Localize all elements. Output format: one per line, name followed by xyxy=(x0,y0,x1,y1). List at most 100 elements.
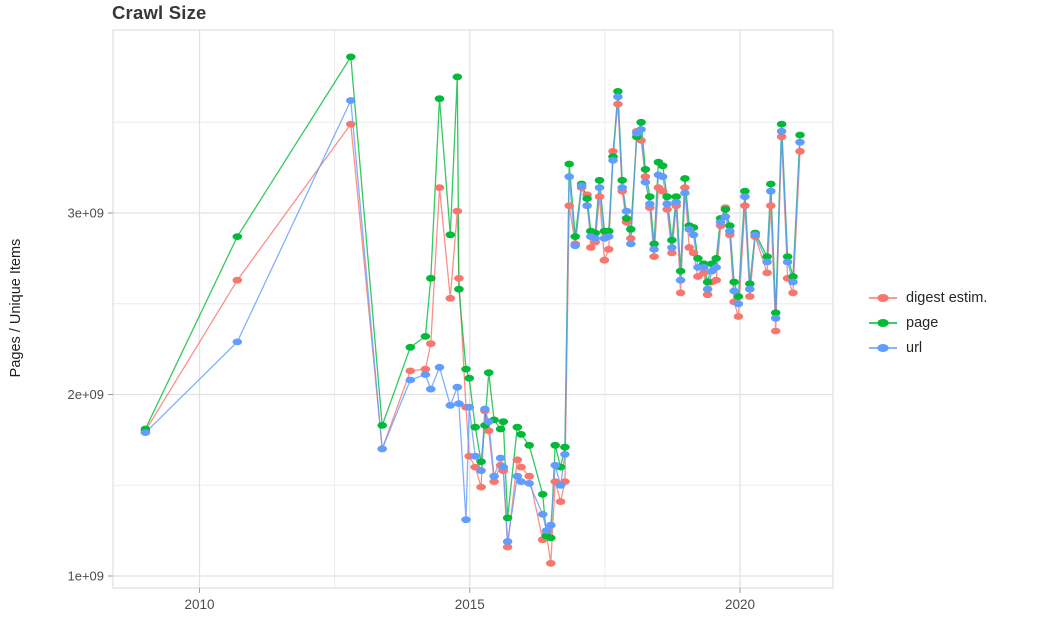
data-point xyxy=(420,371,431,378)
data-point xyxy=(232,276,243,284)
data-point xyxy=(608,157,618,164)
data-point xyxy=(560,443,570,451)
data-point xyxy=(516,478,526,485)
data-point xyxy=(582,195,592,202)
data-point xyxy=(671,193,681,201)
data-point xyxy=(524,472,534,480)
series-points-url xyxy=(140,93,805,545)
data-point xyxy=(680,175,690,182)
data-point xyxy=(426,274,436,282)
legend-label-digest-estim: digest estim. xyxy=(906,290,988,306)
data-point xyxy=(684,244,694,251)
data-point xyxy=(594,176,605,184)
data-point xyxy=(776,133,787,141)
data-point xyxy=(461,365,471,373)
data-point xyxy=(675,289,686,297)
data-point xyxy=(560,451,570,458)
data-point xyxy=(564,173,574,181)
data-point xyxy=(570,242,580,250)
data-point xyxy=(711,276,721,284)
data-point xyxy=(711,255,721,262)
data-point xyxy=(445,402,456,409)
data-point xyxy=(608,147,618,155)
data-point xyxy=(464,374,475,382)
data-point xyxy=(426,385,436,393)
data-point xyxy=(782,258,793,266)
legend-label-page: page xyxy=(906,315,939,331)
data-point xyxy=(626,225,636,233)
x-tick-label: 2020 xyxy=(725,597,755,612)
data-point xyxy=(675,267,686,275)
data-point xyxy=(770,327,781,335)
data-point xyxy=(702,278,713,286)
data-point xyxy=(662,193,672,201)
data-point xyxy=(420,333,431,340)
data-point xyxy=(452,73,463,81)
data-point xyxy=(346,53,356,61)
data-point xyxy=(232,338,243,346)
data-point xyxy=(645,193,655,201)
data-point xyxy=(636,126,646,133)
data-point xyxy=(502,543,513,551)
data-point xyxy=(688,249,699,257)
data-point xyxy=(426,340,436,348)
data-point xyxy=(476,458,486,466)
data-point xyxy=(454,400,464,407)
data-point xyxy=(346,120,356,128)
data-point xyxy=(720,213,731,221)
data-point xyxy=(470,452,481,460)
data-point xyxy=(586,244,596,251)
data-point xyxy=(461,516,471,524)
data-point xyxy=(649,240,659,248)
data-point xyxy=(377,422,388,429)
data-point xyxy=(766,202,776,210)
data-point xyxy=(788,278,798,286)
data-point xyxy=(740,202,750,210)
data-point xyxy=(745,285,755,293)
data-point xyxy=(537,510,548,518)
data-point xyxy=(766,180,776,188)
data-point xyxy=(546,534,556,542)
data-point xyxy=(649,245,659,253)
data-point xyxy=(766,187,776,195)
data-point xyxy=(762,253,772,260)
data-point xyxy=(516,431,526,438)
data-point xyxy=(489,472,499,480)
legend-label-url: url xyxy=(906,340,923,356)
data-point xyxy=(452,383,463,391)
data-point xyxy=(546,559,556,567)
data-point xyxy=(434,363,445,371)
data-point xyxy=(788,273,798,280)
data-point xyxy=(582,202,592,210)
data-point xyxy=(684,225,694,233)
data-point xyxy=(667,249,677,257)
data-point xyxy=(733,313,744,320)
data-point xyxy=(550,441,560,449)
data-point xyxy=(599,256,610,264)
data-point xyxy=(546,521,556,529)
data-point xyxy=(502,538,513,545)
chart-title: Crawl Size xyxy=(112,2,207,23)
data-point xyxy=(541,527,552,534)
series-line-digest-estim- xyxy=(144,103,801,564)
data-point xyxy=(795,131,805,139)
data-point xyxy=(770,309,781,317)
data-point xyxy=(776,120,787,128)
data-point xyxy=(621,215,632,222)
legend-item-digest-estim: digest estim. xyxy=(866,287,987,309)
data-point xyxy=(671,198,681,206)
data-point xyxy=(483,369,494,377)
series-points-page xyxy=(140,53,805,542)
data-point xyxy=(667,236,677,244)
data-point xyxy=(570,233,580,241)
data-point xyxy=(613,93,623,101)
data-point xyxy=(140,429,151,436)
y-axis-title: Pages / Unique Items xyxy=(8,238,24,378)
data-point xyxy=(537,490,548,498)
data-point xyxy=(576,182,587,190)
data-point xyxy=(512,472,523,480)
data-point xyxy=(445,294,456,302)
data-point xyxy=(662,200,672,208)
data-point xyxy=(613,100,623,108)
